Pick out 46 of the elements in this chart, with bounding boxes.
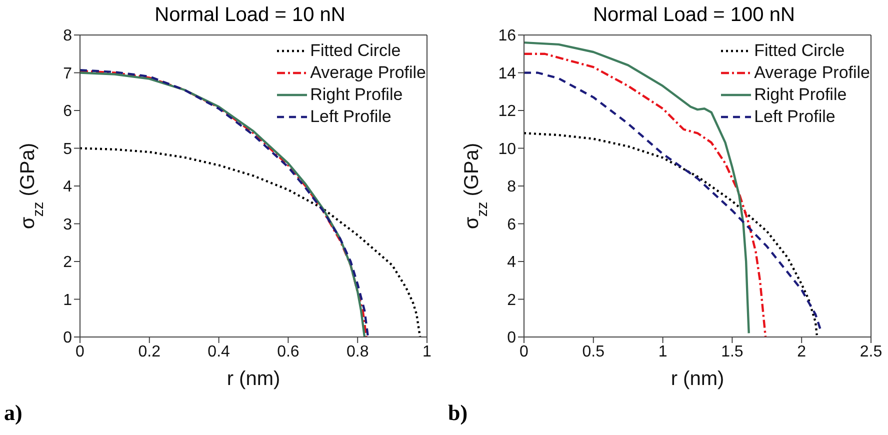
y-tick-label: 2 — [507, 292, 516, 309]
y-tick-label: 6 — [507, 216, 516, 234]
x-tick-label: 1 — [422, 343, 432, 360]
x-tick-label: 0.5 — [582, 343, 605, 360]
line-series — [80, 147, 422, 337]
y-tick-label: 5 — [63, 140, 72, 158]
y-tick-label: 12 — [498, 103, 516, 120]
x-axis-title: r (nm) — [670, 368, 724, 390]
y-tick-label: 16 — [498, 28, 516, 45]
chart-title: Normal Load = 100 nN — [592, 4, 796, 27]
x-tick-label: 0.2 — [138, 343, 161, 360]
y-tick-label: 10 — [498, 140, 516, 158]
y-tick-label: 3 — [63, 216, 72, 234]
y-tick-label: 4 — [507, 254, 516, 272]
x-tick-label: 0 — [520, 343, 529, 360]
legend-label: Average Profile — [754, 62, 870, 84]
legend-label: Left Profile — [310, 106, 392, 128]
text: b) — [448, 400, 468, 426]
x-tick-label: 0.6 — [277, 343, 300, 360]
x-axis-title: r (nm) — [226, 368, 280, 390]
legend-label: Right Profile — [310, 84, 403, 106]
legend-label: Fitted Circle — [754, 40, 845, 62]
x-tick-label: 1 — [658, 343, 668, 360]
y-tick-label: 7 — [63, 65, 72, 82]
text: a) — [4, 400, 22, 426]
x-tick-label: 0.4 — [208, 343, 230, 360]
y-tick-label: 8 — [63, 28, 72, 45]
x-tick-label: 0.8 — [346, 343, 369, 360]
y-tick-label: 4 — [63, 178, 72, 196]
x-tick-label: 0 — [76, 343, 85, 360]
x-tick-label: 2 — [797, 343, 806, 360]
chart-title: Normal Load = 10 nN — [154, 4, 346, 27]
x-tick-label: 2.5 — [860, 343, 882, 360]
line-series — [524, 132, 818, 336]
y-tick-label: 8 — [507, 178, 516, 196]
y-tick-label: 0 — [63, 330, 72, 347]
y-tick-label: 6 — [63, 103, 72, 120]
legend-label: Left Profile — [754, 106, 836, 128]
y-tick-label: 14 — [498, 65, 516, 82]
y-tick-label: 1 — [63, 292, 72, 309]
x-tick-label: 1.5 — [721, 343, 744, 360]
legend-label: Right Profile — [754, 84, 847, 106]
legend-label: Average Profile — [310, 62, 426, 84]
y-tick-label: 0 — [507, 330, 516, 347]
y-tick-label: 2 — [63, 254, 72, 272]
legend-label: Fitted Circle — [310, 40, 401, 62]
